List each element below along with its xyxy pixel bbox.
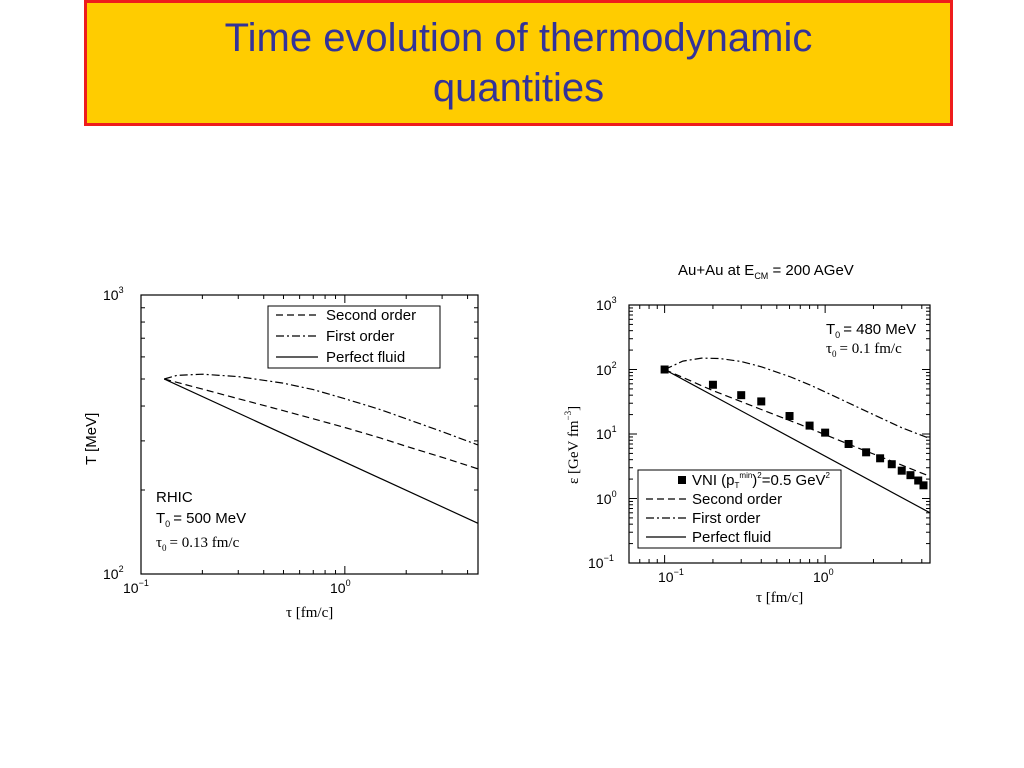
right-vni-marker [914, 476, 923, 485]
right-vni-marker [897, 466, 906, 475]
left-ytick-label-bottom: 102 [103, 564, 124, 582]
right-vni-marker [821, 428, 830, 437]
left-x-axis-label: τ [fm/c] [286, 605, 333, 621]
slide-title: Time evolution of thermodynamic quantiti… [224, 16, 813, 110]
right-perfect-fluid-line [664, 368, 931, 514]
right-annotation-t0: T0 = 480 MeV [826, 321, 916, 340]
left-legend-second-order: Second order [326, 307, 416, 324]
right-tick-marks [628, 304, 930, 564]
left-series-group [163, 373, 479, 524]
right-legend-vni: VNI (pTmin)2=0.5 GeV2 [692, 471, 831, 490]
right-ytick-label-2: 102 [596, 360, 617, 378]
right-vni-marker [876, 454, 885, 463]
left-plot-frame [140, 294, 479, 575]
left-first-order-line [164, 373, 479, 446]
right-vni-marker [805, 421, 814, 430]
right-chart-title: Au+Au at ECM = 200 AGeV [678, 262, 854, 281]
left-annotation-tau0: τ0 = 0.13 fm/c [156, 535, 240, 553]
right-legend-first-order: First order [692, 510, 760, 527]
left-annotation-t0: T0 = 500 MeV [156, 510, 246, 529]
right-xtick-label-0: 10−1 [658, 567, 684, 585]
left-legend-perfect-fluid: Perfect fluid [326, 349, 405, 366]
right-y-axis-label: ε [GeV fm−3] [563, 406, 582, 484]
right-series-group [660, 357, 931, 514]
right-vni-marker [887, 460, 896, 469]
left-tick-marks [140, 294, 478, 575]
right-legend-box [637, 469, 842, 549]
left-second-order-line [164, 378, 479, 470]
right-legend-perfect-fluid: Perfect fluid [692, 529, 771, 546]
right-ytick-label-3: 103 [596, 295, 617, 313]
right-vni-marker [737, 391, 746, 400]
right-second-order-line [664, 368, 931, 477]
energy-density-chart: Au+Au at ECM = 200 AGeV 103 102 101 100 … [563, 262, 931, 606]
left-perfect-fluid-line [163, 378, 479, 524]
right-annotation-tau0: τ0 = 0.1 fm/c [826, 341, 902, 359]
left-ytick-label-top: 103 [103, 285, 124, 303]
right-legend-swatch-vni [678, 476, 686, 484]
title-banner: Time evolution of thermodynamic quantiti… [84, 0, 953, 126]
right-xtick-label-1: 100 [813, 567, 834, 585]
left-legend-first-order: First order [326, 328, 394, 345]
right-vni-marker [906, 471, 915, 480]
right-ytick-label-1: 101 [596, 424, 617, 442]
temperature-chart: 103 102 10−1 100 τ [fm/c] T [MeV] Second… [83, 285, 479, 621]
right-ytick-label-0: 100 [596, 489, 617, 507]
right-legend-second-order: Second order [692, 491, 782, 508]
left-annotation-rhic: RHIC [156, 489, 193, 506]
left-y-axis-label: T [MeV] [83, 413, 100, 465]
right-first-order-line [664, 357, 931, 440]
right-ytick-label-neg1: 10−1 [588, 553, 614, 571]
right-vni-marker [785, 412, 794, 421]
left-legend-box [267, 305, 441, 369]
right-vni-marker [919, 481, 928, 490]
right-x-axis-label: τ [fm/c] [756, 590, 803, 606]
left-xtick-label-1: 100 [330, 578, 351, 596]
left-xtick-label-0: 10−1 [123, 578, 149, 596]
right-vni-marker [708, 380, 717, 389]
right-vni-marker [757, 397, 766, 406]
right-vni-marker [862, 448, 871, 457]
